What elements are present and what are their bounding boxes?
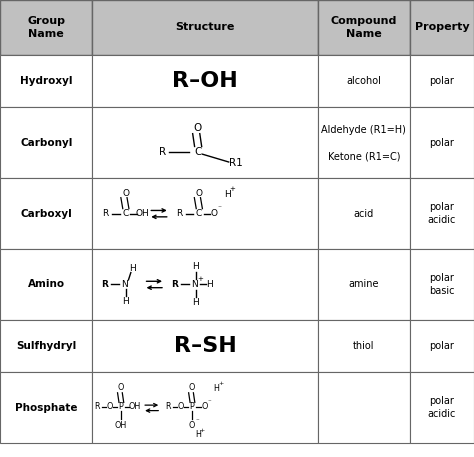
Text: Hydroxyl: Hydroxyl <box>20 76 73 86</box>
Text: R–OH: R–OH <box>172 71 238 91</box>
Bar <box>410 320 474 372</box>
Text: H: H <box>207 280 213 289</box>
Text: R: R <box>159 147 166 157</box>
Text: O: O <box>177 402 184 411</box>
Text: polar: polar <box>429 341 455 351</box>
Text: amine: amine <box>348 280 379 289</box>
Text: R: R <box>176 209 182 218</box>
Bar <box>318 320 410 372</box>
Text: H: H <box>129 264 136 273</box>
Bar <box>92 178 318 249</box>
Text: Phosphate: Phosphate <box>15 403 77 413</box>
Text: O: O <box>196 189 202 197</box>
Bar <box>410 0 474 55</box>
Bar <box>92 320 318 372</box>
Text: H: H <box>192 262 199 271</box>
Text: P: P <box>118 402 123 411</box>
Text: N: N <box>121 280 128 289</box>
Bar <box>92 107 318 178</box>
Bar <box>0 0 92 55</box>
Text: R1: R1 <box>229 159 243 168</box>
Text: ⁻: ⁻ <box>195 418 199 424</box>
Text: R: R <box>94 402 100 411</box>
Text: R: R <box>165 402 171 411</box>
Bar <box>410 249 474 320</box>
Bar <box>318 0 410 55</box>
Text: O: O <box>189 421 195 430</box>
Text: R: R <box>102 209 109 218</box>
Text: +: + <box>229 186 235 192</box>
Text: Aldehyde (R1=H)

Ketone (R1=C): Aldehyde (R1=H) Ketone (R1=C) <box>321 125 406 161</box>
Text: polar: polar <box>429 138 455 148</box>
Bar <box>0 249 92 320</box>
Text: Carbonyl: Carbonyl <box>20 138 73 148</box>
Bar <box>0 372 92 443</box>
Bar <box>318 178 410 249</box>
Bar <box>410 107 474 178</box>
Bar <box>318 372 410 443</box>
Text: H: H <box>122 297 129 306</box>
Text: Group
Name: Group Name <box>27 16 65 39</box>
Text: Property: Property <box>415 22 469 32</box>
Text: H: H <box>192 298 199 307</box>
Text: Compound
Name: Compound Name <box>330 16 397 39</box>
Text: acid: acid <box>354 209 374 218</box>
Bar <box>92 55 318 107</box>
Bar <box>410 178 474 249</box>
Text: O: O <box>122 189 129 197</box>
Bar <box>0 178 92 249</box>
Text: OH: OH <box>129 402 141 411</box>
Text: N: N <box>191 280 198 289</box>
Text: polar: polar <box>429 76 455 86</box>
Text: Carboxyl: Carboxyl <box>20 209 72 218</box>
Text: R: R <box>171 280 178 289</box>
Bar <box>92 0 318 55</box>
Text: O: O <box>210 209 217 218</box>
Text: C: C <box>194 147 201 157</box>
Text: C: C <box>122 209 129 218</box>
Text: OH: OH <box>115 421 127 430</box>
Bar <box>318 107 410 178</box>
Bar <box>0 55 92 107</box>
Bar <box>318 55 410 107</box>
Text: H: H <box>214 384 219 393</box>
Bar <box>410 55 474 107</box>
Text: Structure: Structure <box>175 22 235 32</box>
Text: O: O <box>189 383 195 392</box>
Text: H: H <box>224 190 231 199</box>
Text: O: O <box>118 383 124 392</box>
Text: ⁻: ⁻ <box>208 399 211 405</box>
Text: H: H <box>195 430 201 439</box>
Text: OH: OH <box>135 209 149 218</box>
Text: Amino: Amino <box>27 280 65 289</box>
Text: polar
acidic: polar acidic <box>428 202 456 225</box>
Text: +: + <box>200 428 205 433</box>
Bar <box>92 249 318 320</box>
Text: +: + <box>218 381 224 386</box>
Text: thiol: thiol <box>353 341 374 351</box>
Bar <box>318 249 410 320</box>
Bar <box>0 107 92 178</box>
Text: ⁻: ⁻ <box>217 204 221 213</box>
Bar <box>0 320 92 372</box>
Text: Sulfhydryl: Sulfhydryl <box>16 341 76 351</box>
Text: O: O <box>194 123 202 133</box>
Text: polar
basic: polar basic <box>429 273 455 296</box>
Text: O: O <box>106 402 113 411</box>
Text: +: + <box>197 276 203 282</box>
Text: R: R <box>101 280 108 289</box>
Text: polar
acidic: polar acidic <box>428 396 456 420</box>
Text: C: C <box>196 209 202 218</box>
Text: alcohol: alcohol <box>346 76 381 86</box>
Text: O: O <box>201 402 208 411</box>
Bar <box>410 372 474 443</box>
Bar <box>92 372 318 443</box>
Text: P: P <box>190 402 194 411</box>
Text: R–SH: R–SH <box>173 336 237 356</box>
